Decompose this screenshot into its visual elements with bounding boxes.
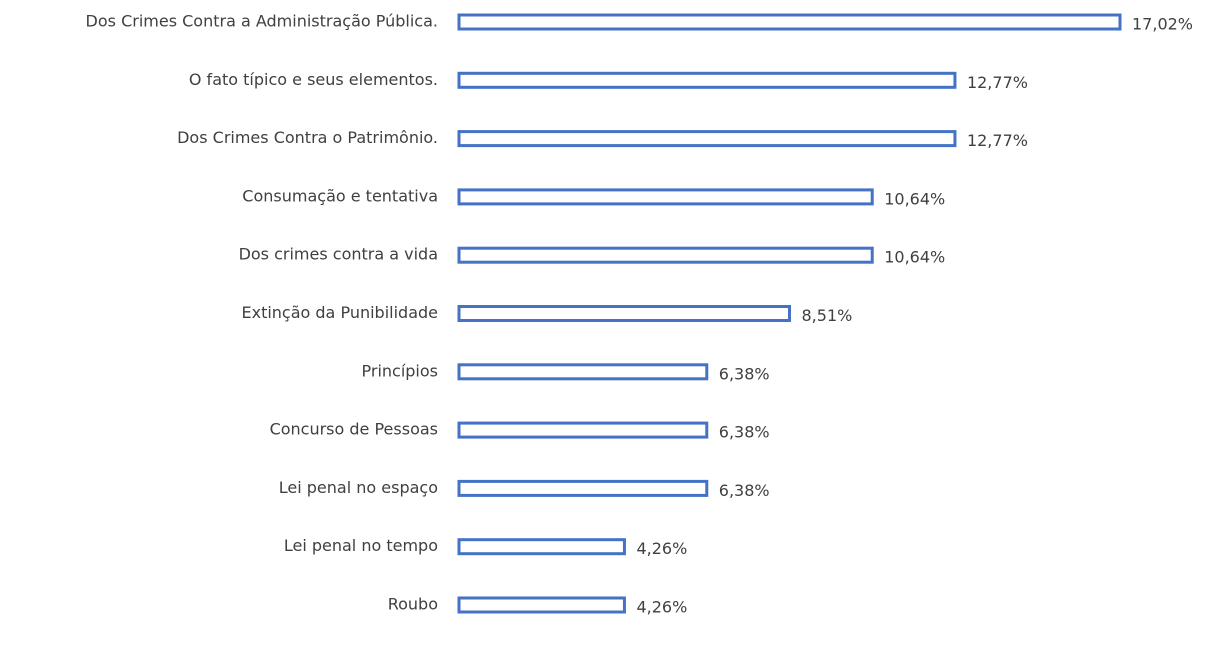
value-label: 6,38%	[719, 364, 770, 383]
category-label: Dos crimes contra a vida	[239, 245, 438, 264]
category-label: Lei penal no espaço	[279, 478, 438, 497]
value-label: 10,64%	[884, 189, 945, 208]
bar	[457, 246, 874, 264]
category-label: Extinção da Punibilidade	[241, 303, 438, 322]
value-label: 12,77%	[967, 73, 1028, 92]
bar	[457, 538, 626, 556]
category-label: Dos Crimes Contra o Patrimônio.	[177, 128, 438, 147]
bar	[457, 305, 791, 322]
value-label: 4,26%	[636, 539, 687, 558]
bar	[457, 13, 1122, 31]
value-label: 4,26%	[636, 598, 687, 617]
value-label: 8,51%	[802, 306, 853, 325]
category-label: Consumação e tentativa	[242, 186, 438, 205]
bar	[457, 71, 957, 89]
value-label: 6,38%	[719, 481, 770, 500]
bar	[457, 363, 709, 381]
bar	[457, 188, 874, 206]
value-label: 17,02%	[1132, 15, 1193, 34]
value-label: 6,38%	[719, 423, 770, 442]
bar	[457, 130, 957, 148]
category-label: Lei penal no tempo	[284, 536, 438, 555]
value-label: 12,77%	[967, 131, 1028, 150]
bar	[457, 596, 626, 614]
bar	[457, 421, 709, 439]
category-label: O fato típico e seus elementos.	[189, 70, 438, 89]
bar	[457, 479, 709, 497]
value-label: 10,64%	[884, 248, 945, 267]
category-label: Princípios	[362, 361, 439, 380]
category-label: Roubo	[388, 595, 438, 614]
category-label: Concurso de Pessoas	[270, 420, 438, 439]
category-label: Dos Crimes Contra a Administração Públic…	[86, 12, 438, 31]
